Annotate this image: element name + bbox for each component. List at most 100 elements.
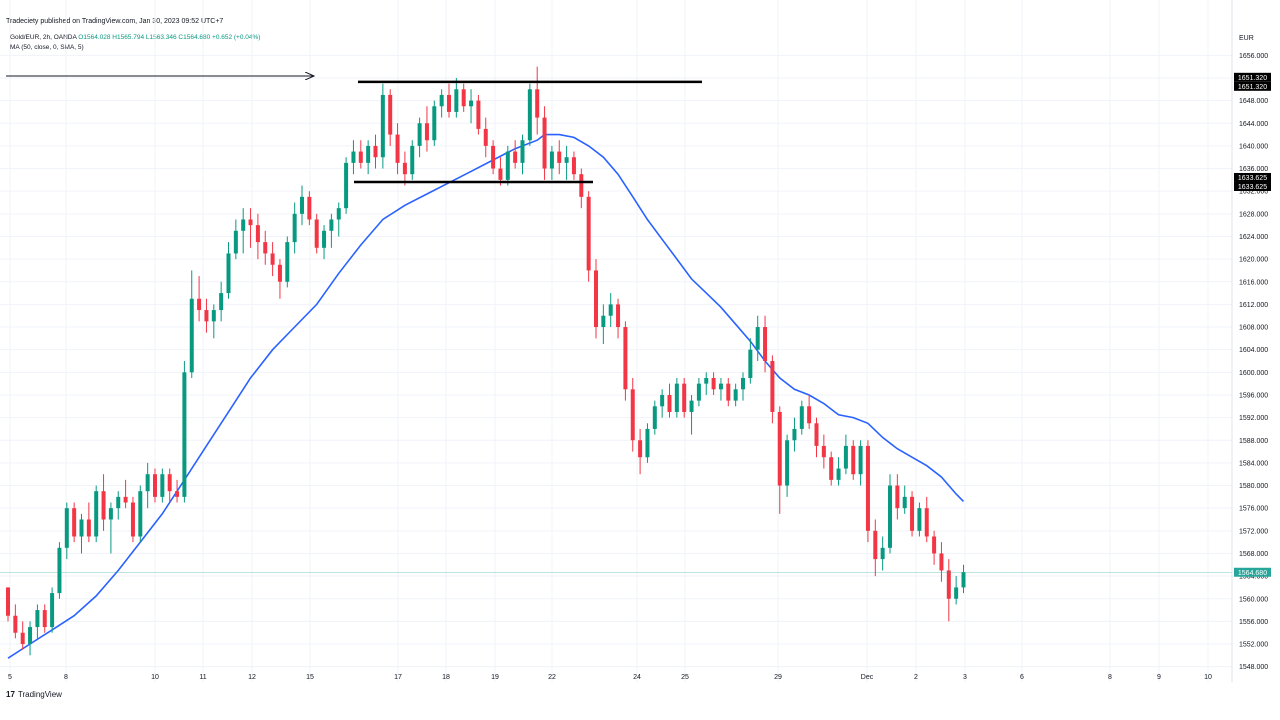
- candle-body: [932, 536, 937, 554]
- candle-body: [204, 310, 209, 322]
- price-tick-label: 1628.000: [1239, 211, 1268, 218]
- time-tick-label: 19: [491, 674, 499, 681]
- price-label: 1633.625: [1238, 184, 1267, 191]
- candle-body: [336, 208, 341, 220]
- candle-body: [160, 474, 165, 497]
- candle-body: [741, 377, 745, 390]
- candle-body: [182, 372, 187, 497]
- candle-body: [351, 151, 356, 163]
- candle-body: [954, 587, 959, 599]
- candle-body: [645, 428, 650, 458]
- candle-body: [527, 89, 532, 141]
- price-tick-label: 1648.000: [1239, 98, 1268, 105]
- legend-ma[interactable]: MA (50, close, 0, SMA, 5): [10, 44, 84, 51]
- candle-body: [138, 491, 143, 537]
- price-tick-label: 1564.000: [1239, 574, 1268, 581]
- candle-body: [696, 383, 701, 401]
- candle-body: [660, 394, 665, 407]
- candle-body: [322, 230, 327, 248]
- candle-body: [86, 519, 91, 537]
- candle-body: [895, 485, 900, 509]
- candle-body: [469, 100, 474, 107]
- candle-body: [851, 445, 856, 475]
- candle-body: [829, 457, 834, 480]
- candle-body: [616, 304, 621, 328]
- price-tick-label: 1560.000: [1239, 596, 1268, 603]
- candle-body: [865, 445, 870, 531]
- candle-body: [549, 151, 554, 169]
- time-tick-label: 15: [306, 674, 314, 681]
- candle-body: [770, 361, 775, 412]
- candle-body: [674, 383, 679, 412]
- candle-body: [79, 519, 84, 537]
- publisher-caption: Tradeciety published on TradingView.com,…: [6, 18, 224, 25]
- price-tick-label: 1644.000: [1239, 121, 1268, 128]
- candle-body: [535, 89, 540, 118]
- time-tick-label: 29: [774, 674, 782, 681]
- candle-body: [6, 587, 10, 616]
- candle-body: [410, 145, 415, 175]
- candle-body: [594, 270, 598, 328]
- time-tick-label: 12: [248, 674, 256, 681]
- price-tick-label: 1616.000: [1239, 279, 1268, 286]
- candle-body: [130, 502, 135, 537]
- candle-body: [924, 508, 929, 537]
- time-tick-label: 10: [151, 674, 159, 681]
- candle-body: [189, 298, 194, 373]
- candle-body: [439, 94, 444, 107]
- candle-body: [586, 196, 591, 271]
- candle-body: [630, 389, 635, 441]
- candle-body: [277, 264, 282, 282]
- price-tick-label: 1600.000: [1239, 370, 1268, 377]
- candle-body: [233, 230, 238, 254]
- candle-body: [447, 94, 451, 112]
- candles-layer: [6, 66, 966, 656]
- candle-body: [395, 134, 400, 163]
- time-axis: 5 8 10 11 12 15 17 18 19 22 24 25 29 Dec 2 3 6 8 9 10: [8, 674, 1212, 681]
- footer-brand: 17 TradingView: [6, 690, 62, 699]
- candle-body: [380, 94, 385, 158]
- candle-body: [476, 100, 481, 129]
- candle-body: [307, 196, 312, 220]
- legend-symbol[interactable]: Gold/EUR, 2h, OANDA: [10, 34, 77, 41]
- candle-body: [910, 496, 915, 531]
- price-label: 1633.625: [1238, 175, 1267, 182]
- candle-body: [711, 377, 716, 390]
- candle-body: [755, 327, 760, 350]
- candle-body: [57, 547, 62, 594]
- price-label-bg: [1234, 81, 1271, 91]
- candle-body: [153, 474, 157, 497]
- candle-body: [94, 491, 99, 537]
- candle-body: [814, 423, 819, 446]
- legend-ohlc: O1564.028 H1565.794 L1563.346 C1564.680 …: [78, 34, 261, 41]
- price-tick-label: 1604.000: [1239, 347, 1268, 354]
- price-tick-label: 1576.000: [1239, 506, 1268, 513]
- candle-body: [226, 253, 231, 294]
- candle-body: [726, 383, 731, 401]
- price-axis: 1548.000 1552.000 1556.000 1560.000 1564.000…: [1239, 53, 1268, 671]
- price-label: 1651.320: [1238, 75, 1267, 82]
- time-tick-label: 17: [394, 674, 402, 681]
- candle-body: [483, 128, 488, 146]
- candle-body: [682, 383, 687, 412]
- moving-average-layer: [7, 133, 965, 659]
- candle-body: [638, 440, 643, 458]
- price-tick-label: 1588.000: [1239, 438, 1268, 445]
- time-tick-label: 9: [1157, 674, 1161, 681]
- candle-body: [300, 196, 304, 214]
- candle-body: [777, 411, 782, 486]
- candle-body: [513, 151, 518, 163]
- candle-body: [601, 315, 606, 328]
- candle-body: [807, 406, 812, 424]
- candle-body: [454, 89, 459, 112]
- price-label-bg: [1234, 172, 1271, 182]
- price-tick-label: 1624.000: [1239, 234, 1268, 241]
- candle-body: [961, 572, 966, 588]
- candle-body: [748, 349, 753, 378]
- candle-body: [13, 615, 18, 633]
- candle-body: [733, 389, 738, 401]
- currency-label: EUR: [1239, 35, 1254, 42]
- candle-body: [689, 400, 694, 412]
- candle-body: [718, 383, 723, 390]
